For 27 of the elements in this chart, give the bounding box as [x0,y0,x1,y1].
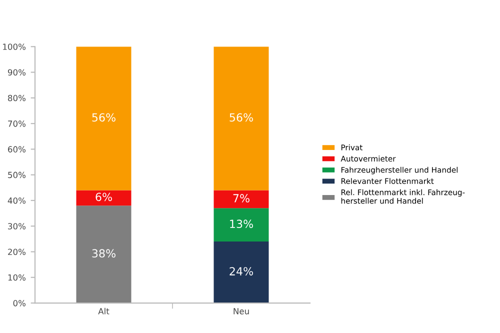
data-label: 56% [230,113,253,122]
y-tick-label: 20% [8,248,26,256]
y-tick-label: 0% [13,300,26,306]
data-label: 38% [92,249,116,258]
data-label: 24% [230,267,253,276]
y-tick-label: 100% [3,44,26,50]
bar [214,190,269,208]
x-tick-label: Neu [234,308,249,314]
data-label: 56% [92,113,116,122]
bar [214,241,269,304]
data-label: 13% [230,220,253,228]
y-tick-label: 50% [8,172,26,178]
y-tick-label: 40% [8,197,26,204]
x-tick-label: Alt [98,308,110,314]
y-tick-label: 70% [8,120,26,127]
bar [214,46,269,190]
y-tick-label: 10% [8,274,26,281]
bar [76,190,132,206]
bar [76,46,132,190]
y-tick-label: 90% [8,69,26,76]
bar [214,208,269,242]
data-label: 6% [96,192,112,202]
bar [76,206,132,304]
data-label: 7% [233,194,250,202]
y-tick-label: 80% [8,94,26,102]
y-tick-label: 60% [8,146,26,152]
y-tick-label: 30% [8,223,26,230]
